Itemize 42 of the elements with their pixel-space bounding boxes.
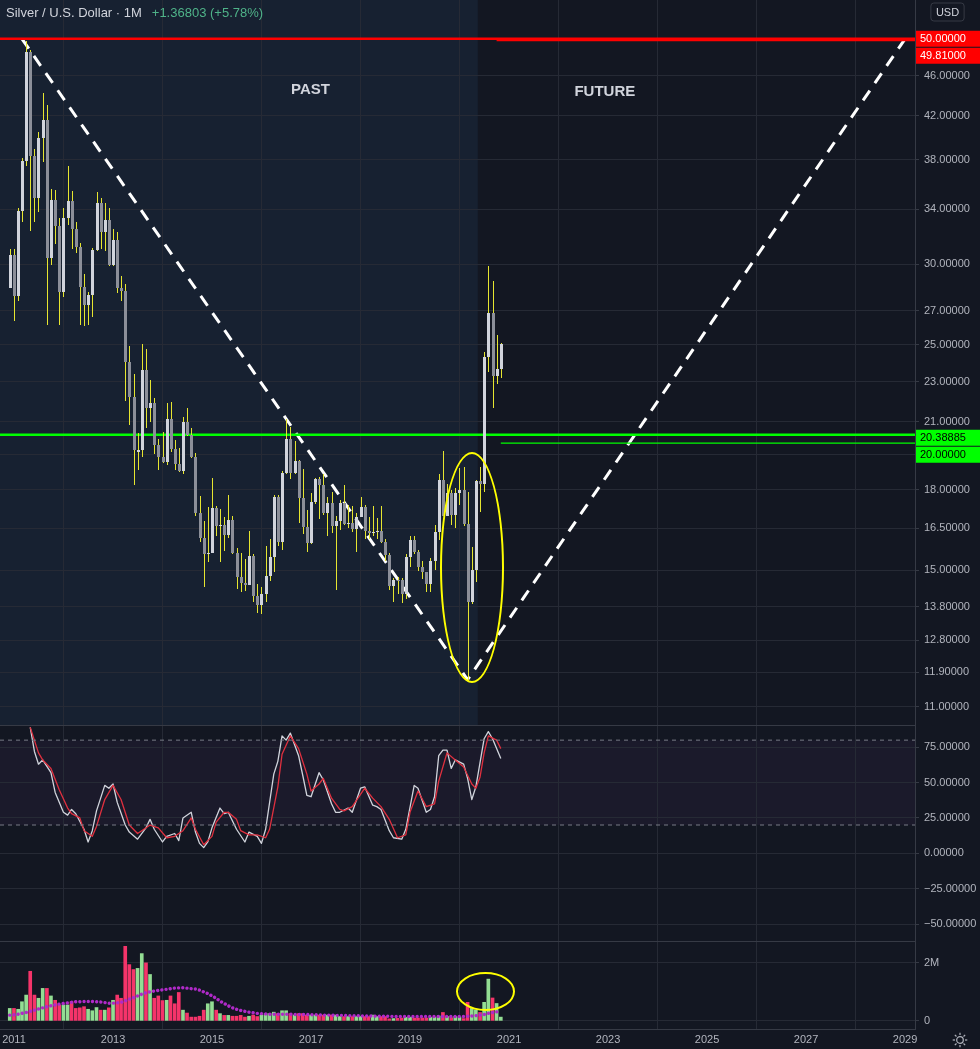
x-tick-label: 2029: [892, 1032, 918, 1045]
y-tick-label: 11.90000: [924, 665, 970, 678]
y-tick-label: 42.00000: [924, 108, 970, 121]
chart-title: Silver / U.S. Dollar · 1M: [6, 4, 142, 20]
y-tick-label: 21.00000: [924, 414, 970, 427]
y-tick-label: 15.00000: [924, 563, 970, 576]
x-tick-label: 2011: [2, 1032, 26, 1045]
ref-line-label: 20.38885: [920, 431, 966, 444]
x-tick-label: 2023: [595, 1032, 621, 1045]
band-label: PAST: [291, 80, 330, 98]
y-tick-label: 0: [924, 1013, 931, 1026]
y-axis-title: USD: [935, 5, 960, 18]
y-tick-label: 75.00000: [924, 740, 970, 753]
y-tick-label: −25.00000: [924, 881, 977, 894]
x-tick-label: 2021: [496, 1032, 522, 1045]
y-tick-label: 11.00000: [924, 700, 970, 713]
y-tick-label: 25.00000: [924, 810, 970, 823]
x-tick-label: 2013: [100, 1032, 126, 1045]
y-tick-label: 30.00000: [924, 257, 970, 270]
y-tick-label: 50.00000: [924, 775, 970, 788]
y-tick-label: 16.50000: [924, 521, 970, 534]
y-tick-label: 18.00000: [924, 482, 970, 495]
y-tick-label: 25.00000: [924, 337, 970, 350]
y-tick-label: 27.00000: [924, 303, 970, 316]
annotation: FUTURE: [574, 82, 636, 100]
series-label: 20.00000: [920, 448, 966, 461]
x-tick-label: 2027: [793, 1032, 819, 1045]
y-tick-label: 23.00000: [924, 374, 970, 387]
x-tick-label: 2019: [397, 1032, 423, 1045]
y-tick-label: −50.00000: [924, 917, 977, 930]
y-tick-label: 13.80000: [924, 599, 970, 612]
y-tick-label: 46.00000: [924, 68, 970, 81]
chart-subtitle: +1.36803 (+5.78%): [151, 4, 264, 20]
series-label: 49.81000: [920, 49, 966, 62]
y-tick-label: 38.00000: [924, 152, 970, 165]
x-tick-label: 2017: [298, 1032, 324, 1045]
y-tick-label: 0.00000: [924, 846, 964, 859]
y-tick-label: 34.00000: [924, 202, 970, 215]
y-tick-label: 12.80000: [924, 633, 970, 646]
x-tick-label: 2015: [199, 1032, 225, 1045]
y-tick-label: 2M: [924, 955, 940, 968]
x-tick-label: 2025: [694, 1032, 720, 1045]
